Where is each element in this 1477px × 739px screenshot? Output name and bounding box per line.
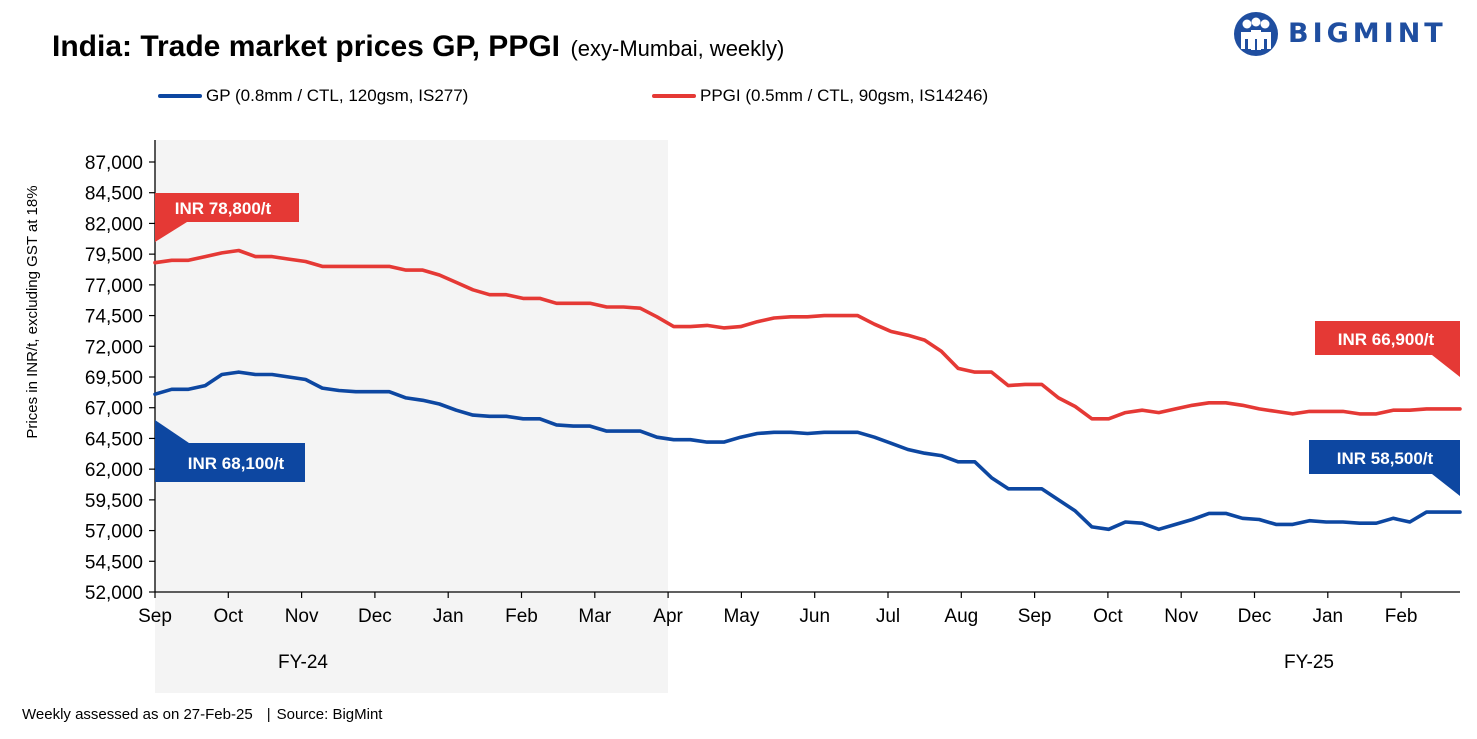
x-tick-label: Feb [505, 606, 538, 627]
x-tick-label: Dec [358, 606, 392, 627]
footer-note: Weekly assessed as on 27-Feb-25 [22, 706, 253, 723]
y-tick-label: 62,000 [85, 460, 143, 481]
y-tick-label: 77,000 [85, 276, 143, 297]
y-tick-label: 52,000 [85, 583, 143, 604]
legend-item-gp: GP (0.8mm / CTL, 120gsm, IS277) [158, 86, 468, 106]
footer: Weekly assessed as on 27-Feb-25 | Source: … [22, 706, 382, 723]
y-tick-label: 72,000 [85, 337, 143, 358]
x-tick-label: Aug [944, 606, 978, 627]
y-tick-label: 87,000 [85, 153, 143, 174]
y-tick-label: 67,000 [85, 399, 143, 420]
callout-ppgi-start-text: INR 78,800/t [175, 199, 272, 218]
y-tick-label: 54,500 [85, 552, 143, 573]
ppgi-series-line [153, 248, 1462, 421]
callout-gp-end: INR 58,500/t [1309, 440, 1460, 496]
chart-title-block: India: Trade market prices GP, PPGI (exy… [52, 30, 784, 64]
series-lines [153, 248, 1462, 532]
legend-label-ppgi: PPGI (0.5mm / CTL, 90gsm, IS14246) [700, 86, 989, 105]
bigmint-logo: BIGMINT [1232, 10, 1443, 58]
gp-series-line [153, 370, 1462, 532]
x-tick-label: Sep [1018, 606, 1052, 627]
y-tick-label: 59,500 [85, 491, 143, 512]
footer-source: Source: BigMint [276, 706, 383, 723]
chart-subtitle: (exy-Mumbai, weekly) [570, 36, 785, 61]
x-tick-label: Dec [1238, 606, 1272, 627]
x-axis: Sep Oct Nov Dec Jan Feb Mar Apr May Jun Jul Aug Sep O… [138, 591, 1460, 627]
callout-gp-start: INR 68,100/t [155, 420, 305, 482]
y-tick-label: 82,000 [85, 214, 143, 235]
chart-title: India: Trade market prices GP, PPGI [52, 30, 560, 63]
people-group-icon [1234, 12, 1278, 56]
x-tick-label: Apr [653, 606, 683, 627]
x-tick-label: Jan [433, 606, 464, 627]
y-tick-label: 79,500 [85, 245, 143, 266]
x-tick-label: Jul [876, 606, 900, 627]
callout-gp-end-text: INR 58,500/t [1337, 449, 1434, 468]
y-tick-label: 64,500 [85, 429, 143, 450]
y-tick-label: 84,500 [85, 184, 143, 205]
callout-ppgi-start: INR 78,800/t [155, 193, 299, 242]
footer-separator: | [266, 706, 271, 723]
y-axis: 52,000 54,500 57,000 59,500 62,000 64,500 67,0… [85, 140, 156, 604]
fy24-shaded-region [155, 140, 668, 693]
fy25-label: FY-25 [1284, 652, 1334, 673]
x-tick-label: Jan [1312, 606, 1343, 627]
legend-swatch-ppgi [652, 94, 696, 98]
callout-ppgi-end: INR 66,900/t [1315, 321, 1460, 377]
legend-swatch-gp [158, 94, 202, 98]
x-tick-label: Nov [1164, 606, 1198, 627]
x-tick-label: Sep [138, 606, 172, 627]
x-tick-label: Oct [214, 606, 244, 627]
x-tick-label: Mar [578, 606, 611, 627]
y-tick-label: 57,000 [85, 522, 143, 543]
logo-wordmark: BIGMINT [1288, 18, 1447, 49]
x-tick-label: Nov [285, 606, 319, 627]
y-tick-label: 69,500 [85, 368, 143, 389]
x-tick-label: May [723, 606, 759, 627]
legend-item-ppgi: PPGI (0.5mm / CTL, 90gsm, IS14246) [652, 86, 988, 106]
x-tick-label: Oct [1093, 606, 1123, 627]
fy24-label: FY-24 [278, 652, 328, 673]
x-tick-label: Jun [799, 606, 830, 627]
callout-gp-start-text: INR 68,100/t [188, 454, 285, 473]
y-axis-label: Prices in INR/t, excluding GST at 18% [24, 185, 41, 438]
y-tick-label: 74,500 [85, 307, 143, 328]
legend-label-gp: GP (0.8mm / CTL, 120gsm, IS277) [206, 86, 469, 105]
callout-ppgi-end-text: INR 66,900/t [1338, 330, 1435, 349]
x-tick-label: Feb [1385, 606, 1418, 627]
